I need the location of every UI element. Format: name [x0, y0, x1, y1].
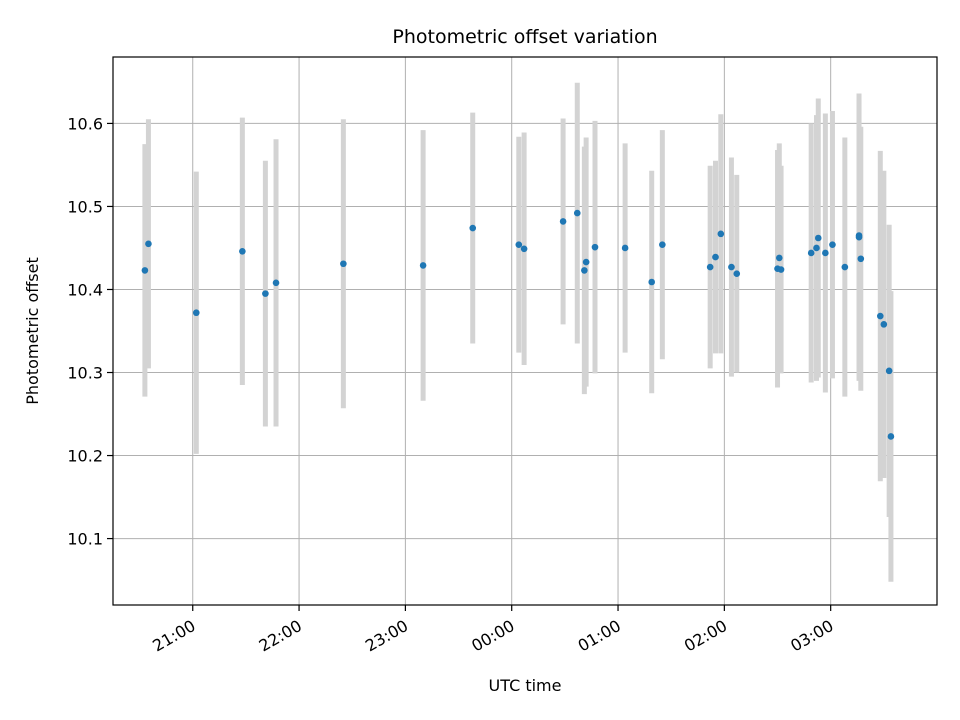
chart-title: Photometric offset variation — [392, 26, 657, 48]
y-tick-label: 10.6 — [67, 114, 103, 133]
data-point — [582, 258, 590, 266]
y-tick-label: 10.4 — [67, 280, 103, 299]
data-point — [841, 263, 849, 271]
data-point — [813, 244, 820, 252]
data-point — [880, 321, 888, 328]
data-point — [559, 218, 567, 225]
data-point — [192, 309, 200, 317]
y-tick-label: 10.1 — [67, 530, 103, 549]
data-point — [855, 232, 863, 239]
data-point — [887, 433, 895, 440]
data-point — [515, 241, 523, 248]
data-point — [621, 244, 629, 252]
data-point — [659, 241, 666, 248]
data-point — [712, 253, 719, 261]
data-point — [573, 209, 581, 217]
data-point — [807, 249, 815, 257]
y-tick-label: 10.5 — [67, 197, 103, 216]
data-point — [728, 263, 735, 271]
plot-frame — [112, 56, 938, 606]
data-point — [814, 234, 822, 242]
data-point — [717, 230, 725, 238]
data-point — [239, 247, 246, 255]
data-point — [648, 278, 656, 286]
data-point — [141, 267, 149, 274]
data-point — [145, 240, 152, 248]
data-point — [876, 312, 884, 320]
data-point — [581, 267, 588, 274]
x-axis-label: UTC time — [489, 676, 562, 695]
y-tick-label: 10.3 — [67, 364, 103, 383]
data-point — [822, 249, 829, 257]
data-point — [340, 260, 347, 268]
data-point — [775, 254, 783, 262]
data-point — [857, 255, 865, 263]
data-point — [777, 266, 785, 273]
data-point — [262, 290, 269, 297]
data-point — [885, 367, 893, 375]
y-axis-label: Photometric offset — [23, 257, 42, 405]
data-point — [419, 262, 427, 269]
data-point — [520, 245, 528, 253]
data-point — [469, 224, 477, 232]
data-point — [272, 279, 280, 287]
data-point — [733, 270, 741, 278]
data-point — [706, 263, 714, 271]
data-point — [591, 243, 599, 251]
y-tick-label: 10.2 — [67, 447, 103, 466]
data-point — [829, 241, 836, 248]
